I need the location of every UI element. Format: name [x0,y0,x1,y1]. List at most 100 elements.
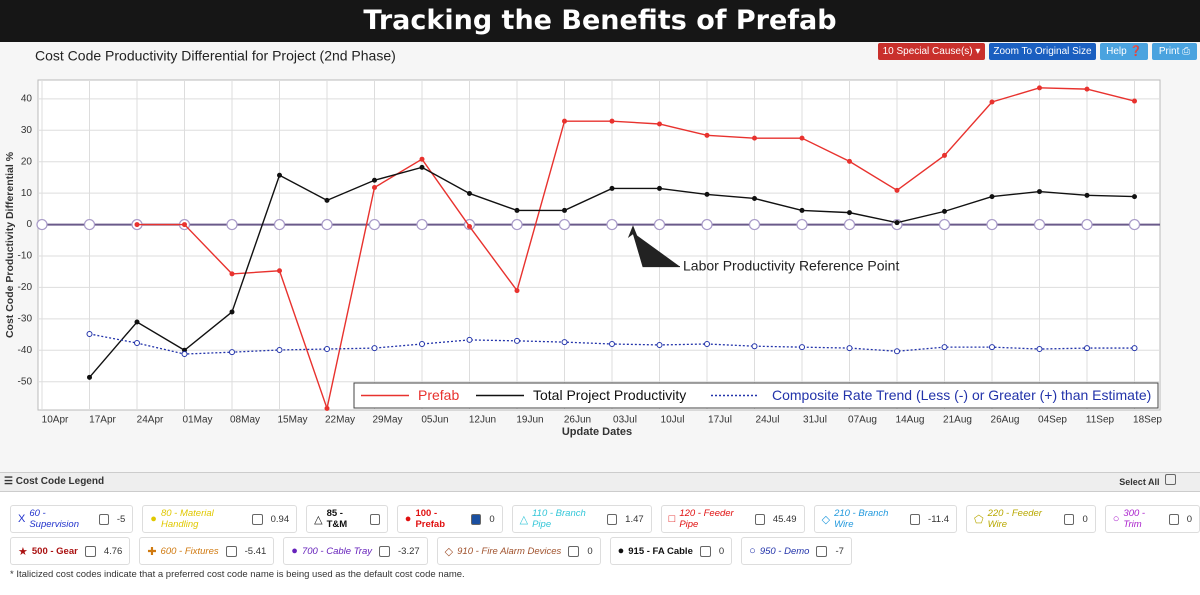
reference-point [796,218,808,231]
legend-item: ★ 500 - Gear 4.76 [10,537,131,565]
legend-checkbox[interactable] [369,513,380,525]
legend-checkbox[interactable] [471,513,482,525]
series-point [229,309,235,315]
legend-item: △ 110 - Branch Pipe 1.47 [511,505,652,533]
legend-item: X 60 - Supervision -5 [10,505,134,533]
legend-checkbox[interactable] [225,545,237,557]
legend-item-label: 210 - Branch Wire [834,508,889,530]
series-point [989,194,995,200]
reference-point [226,218,238,231]
special-cause-button[interactable]: 10 Special Cause(s) ▾ [878,43,985,60]
series-point [371,345,378,352]
series-point [847,158,852,164]
series-point [1037,189,1042,195]
y-tick-label: 0 [26,219,32,230]
legend-checkbox[interactable] [252,513,263,525]
legend-symbol: ● [150,513,157,525]
series-point [656,341,663,348]
legend-checkbox[interactable] [1168,513,1179,525]
help-button[interactable]: Help ❓ [1100,43,1148,60]
series-point [609,185,615,191]
series-point [894,348,900,355]
legend-item-label: 500 - Gear [31,545,78,557]
series-point [657,121,662,127]
x-tick-label: 15May [277,415,307,426]
legend-checkbox[interactable] [1064,513,1075,525]
chart: Cost Code Productivity Differential for … [4,48,1163,438]
legend-item-label: 300 - Trim [1123,508,1146,530]
legend-checkbox[interactable] [568,545,580,557]
y-tick-label: 20 [21,156,33,167]
series-point [229,271,235,277]
series-point [989,99,995,105]
series-point [1084,345,1090,352]
x-tick-label: 24Jul [756,415,780,426]
legend-checkbox[interactable] [379,545,390,557]
series-point [1131,345,1138,352]
series-point [894,187,900,193]
legend-item-label: 700 - Cable Tray [301,545,372,557]
series-point [514,207,520,213]
zoom-button[interactable]: Zoom To Original Size [989,43,1096,60]
x-tick-label: 17Jul [708,415,732,426]
series-point [324,346,330,353]
annotation-arrow [627,225,680,268]
series-point [1132,98,1137,104]
legend-item: ✚ 600 - Fixtures -5.41 [139,537,275,565]
series-point [561,339,568,346]
legend-checkbox[interactable] [84,545,96,557]
series-point [182,222,187,228]
legend-item-label: 60 - Supervision [29,508,79,530]
series-point [134,222,140,228]
x-tick-label: 11Sep [1086,415,1115,426]
reference-point [273,218,286,231]
select-all-label: Select All [1119,477,1160,487]
series-point [276,346,283,353]
legend-checkbox[interactable] [699,545,711,557]
reference-point [843,218,856,231]
series-point [372,177,377,183]
y-tick-label: -20 [18,282,33,293]
series-point [1084,86,1090,92]
series-point [277,172,282,178]
series-point [799,207,805,213]
legend-symbol: □ [668,513,676,525]
reference-point [938,218,951,231]
legend-item: ○ 300 - Trim 0 [1104,505,1200,533]
reference-point [653,218,666,231]
reference-point [83,218,96,231]
print-button[interactable]: Print ⎙ [1152,43,1197,60]
legend-item-label: 110 - Branch Pipe [532,508,586,530]
chart-panel: 10 Special Cause(s) ▾ Zoom To Original S… [0,42,1200,472]
reference-point [1081,218,1093,231]
series-point [467,223,472,229]
legend-symbol: △ [519,513,529,526]
series-point [752,135,757,141]
legend-checkbox[interactable] [909,513,921,525]
x-tick-label: 18Sep [1133,415,1162,426]
legend-panel: ☰ Cost Code Legend Select All X 60 - Supe… [0,472,1200,595]
series-point [799,344,805,351]
select-all[interactable]: Select All [1119,473,1176,491]
legend-checkbox[interactable] [98,513,109,525]
reference-point [701,218,713,231]
legend-checkbox[interactable] [816,545,828,557]
plot-area [37,79,1161,411]
series-point [657,185,662,191]
reference-point [1128,218,1141,231]
select-all-checkbox[interactable] [1165,474,1176,485]
legend-item-label: 220 - Feeder Wire [987,508,1042,530]
legend-checkbox[interactable] [754,513,765,525]
legend-item-value: -5 [116,513,126,525]
y-tick-label: 40 [21,93,33,104]
series-point [229,349,235,356]
legend-checkbox[interactable] [607,513,618,525]
x-tick-label: 22May [325,415,355,426]
series-point [942,152,947,158]
series-point [1084,192,1090,198]
legend-item-value: 0.94 [270,513,290,525]
legend-item: ◇ 210 - Branch Wire -11.4 [813,505,957,533]
legend-item-label: 910 - Fire Alarm Devices [457,545,562,557]
legend-item-label: 85 - T&M [326,508,348,530]
print-label: Print [1158,46,1180,57]
